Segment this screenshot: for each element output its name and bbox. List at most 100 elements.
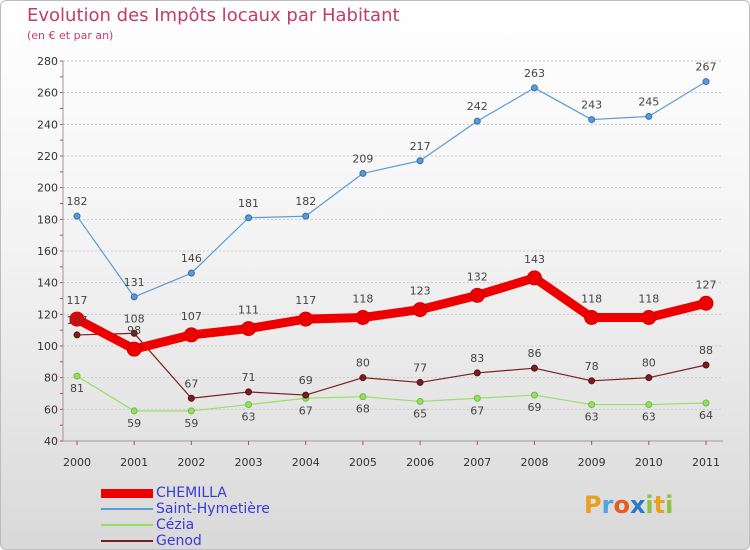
x-tick-label: 2009 <box>578 456 606 469</box>
data-point-saint-hymeti-re <box>702 78 710 86</box>
data-point-chemilla <box>355 310 371 325</box>
legend-swatch <box>101 524 153 526</box>
data-point-genod <box>473 369 481 377</box>
data-label-chemilla: 132 <box>467 270 488 283</box>
proxiti-logo: Proxiti <box>584 491 673 519</box>
x-tick-label: 2010 <box>635 456 663 469</box>
data-point-chemilla <box>526 270 542 286</box>
data-point-genod <box>73 331 81 339</box>
x-tick-label: 2004 <box>292 456 320 469</box>
y-tick-label: 280 <box>37 55 58 68</box>
legend-swatch <box>101 540 153 542</box>
data-point-genod <box>645 374 653 382</box>
data-point-saint-hymeti-re <box>187 269 195 277</box>
x-tick-label: 2000 <box>63 456 91 469</box>
x-tick-label: 2006 <box>406 456 434 469</box>
chart-title: Evolution des Impôts locaux par Habitant <box>27 5 400 26</box>
data-point-c-zia <box>130 407 138 415</box>
data-point-saint-hymeti-re <box>588 116 596 124</box>
data-label-c-zia: 64 <box>699 409 713 422</box>
data-label-saint-hymeti-re: 242 <box>467 100 488 113</box>
x-tick-label: 2011 <box>692 456 720 469</box>
y-tick-label: 120 <box>37 308 58 321</box>
y-tick-label: 240 <box>37 118 58 131</box>
chart-subtitle: (en € et par an) <box>27 29 114 42</box>
y-tick-label: 60 <box>44 403 58 416</box>
data-label-saint-hymeti-re: 182 <box>295 195 316 208</box>
data-point-chemilla <box>183 327 199 343</box>
y-tick-label: 180 <box>37 213 58 226</box>
x-tick-label: 2008 <box>520 456 548 469</box>
logo-letter: x <box>629 491 646 519</box>
y-tick-label: 100 <box>37 340 58 353</box>
data-point-genod <box>245 388 253 396</box>
data-label-genod: 88 <box>699 344 713 357</box>
data-label-chemilla: 117 <box>295 294 316 307</box>
data-label-chemilla: 118 <box>581 293 602 306</box>
data-point-saint-hymeti-re <box>302 212 310 220</box>
legend-swatch <box>101 488 153 498</box>
data-label-genod: 80 <box>356 357 370 370</box>
data-point-c-zia <box>473 394 481 402</box>
legend-item-c-zia: Cézia <box>101 517 270 533</box>
y-tick-label: 80 <box>44 372 58 385</box>
x-tick-label: 2001 <box>120 456 148 469</box>
logo-letter: P <box>584 491 602 519</box>
data-point-chemilla <box>698 295 714 311</box>
data-point-c-zia <box>187 407 195 415</box>
data-label-c-zia: 59 <box>127 417 141 430</box>
series-line-chemilla <box>74 273 708 354</box>
data-label-genod: 108 <box>124 312 145 325</box>
data-label-c-zia: 63 <box>242 411 256 424</box>
data-label-genod: 78 <box>585 360 599 373</box>
data-label-saint-hymeti-re: 217 <box>410 140 431 153</box>
data-label-c-zia: 59 <box>184 417 198 430</box>
y-tick-label: 160 <box>37 245 58 258</box>
data-label-chemilla: 123 <box>410 285 431 298</box>
data-point-chemilla <box>126 341 142 357</box>
data-label-saint-hymeti-re: 131 <box>124 276 145 289</box>
data-point-genod <box>359 374 367 382</box>
data-label-genod: 67 <box>184 377 198 390</box>
data-label-saint-hymeti-re: 245 <box>638 95 659 108</box>
data-point-saint-hymeti-re <box>245 214 253 222</box>
y-tick-label: 220 <box>37 150 58 163</box>
data-label-genod: 86 <box>527 347 541 360</box>
data-point-genod <box>187 394 195 402</box>
data-label-c-zia: 68 <box>356 403 370 416</box>
data-label-saint-hymeti-re: 243 <box>581 99 602 112</box>
data-point-chemilla <box>584 310 600 325</box>
data-label-saint-hymeti-re: 181 <box>238 197 259 210</box>
data-point-c-zia <box>588 401 596 409</box>
data-point-saint-hymeti-re <box>359 169 367 177</box>
y-tick-label: 40 <box>44 435 58 448</box>
data-label-c-zia: 63 <box>585 411 599 424</box>
data-point-c-zia <box>73 372 81 380</box>
x-tick-label: 2002 <box>177 456 205 469</box>
x-tick-label: 2005 <box>349 456 377 469</box>
data-label-chemilla: 118 <box>638 293 659 306</box>
data-label-saint-hymeti-re: 209 <box>352 152 373 165</box>
data-point-chemilla <box>298 311 314 327</box>
data-point-c-zia <box>245 401 253 409</box>
data-point-chemilla <box>469 287 485 303</box>
x-tick-label: 2003 <box>235 456 263 469</box>
y-tick-label: 140 <box>37 277 58 290</box>
data-point-genod <box>302 391 310 399</box>
legend-label: Genod <box>156 533 202 549</box>
data-label-genod: 71 <box>242 371 256 384</box>
data-point-genod <box>588 377 596 385</box>
data-point-genod <box>702 361 710 369</box>
data-point-c-zia <box>359 393 367 401</box>
data-label-chemilla: 107 <box>181 310 202 323</box>
data-point-saint-hymeti-re <box>530 84 538 92</box>
data-label-chemilla: 118 <box>352 293 373 306</box>
data-point-saint-hymeti-re <box>645 112 653 120</box>
data-label-chemilla: 117 <box>67 294 88 307</box>
data-label-c-zia: 69 <box>527 401 541 414</box>
legend-label: CHEMILLA <box>156 485 227 501</box>
data-label-c-zia: 81 <box>70 382 84 395</box>
data-label-c-zia: 67 <box>299 404 313 417</box>
data-point-c-zia <box>645 401 653 409</box>
